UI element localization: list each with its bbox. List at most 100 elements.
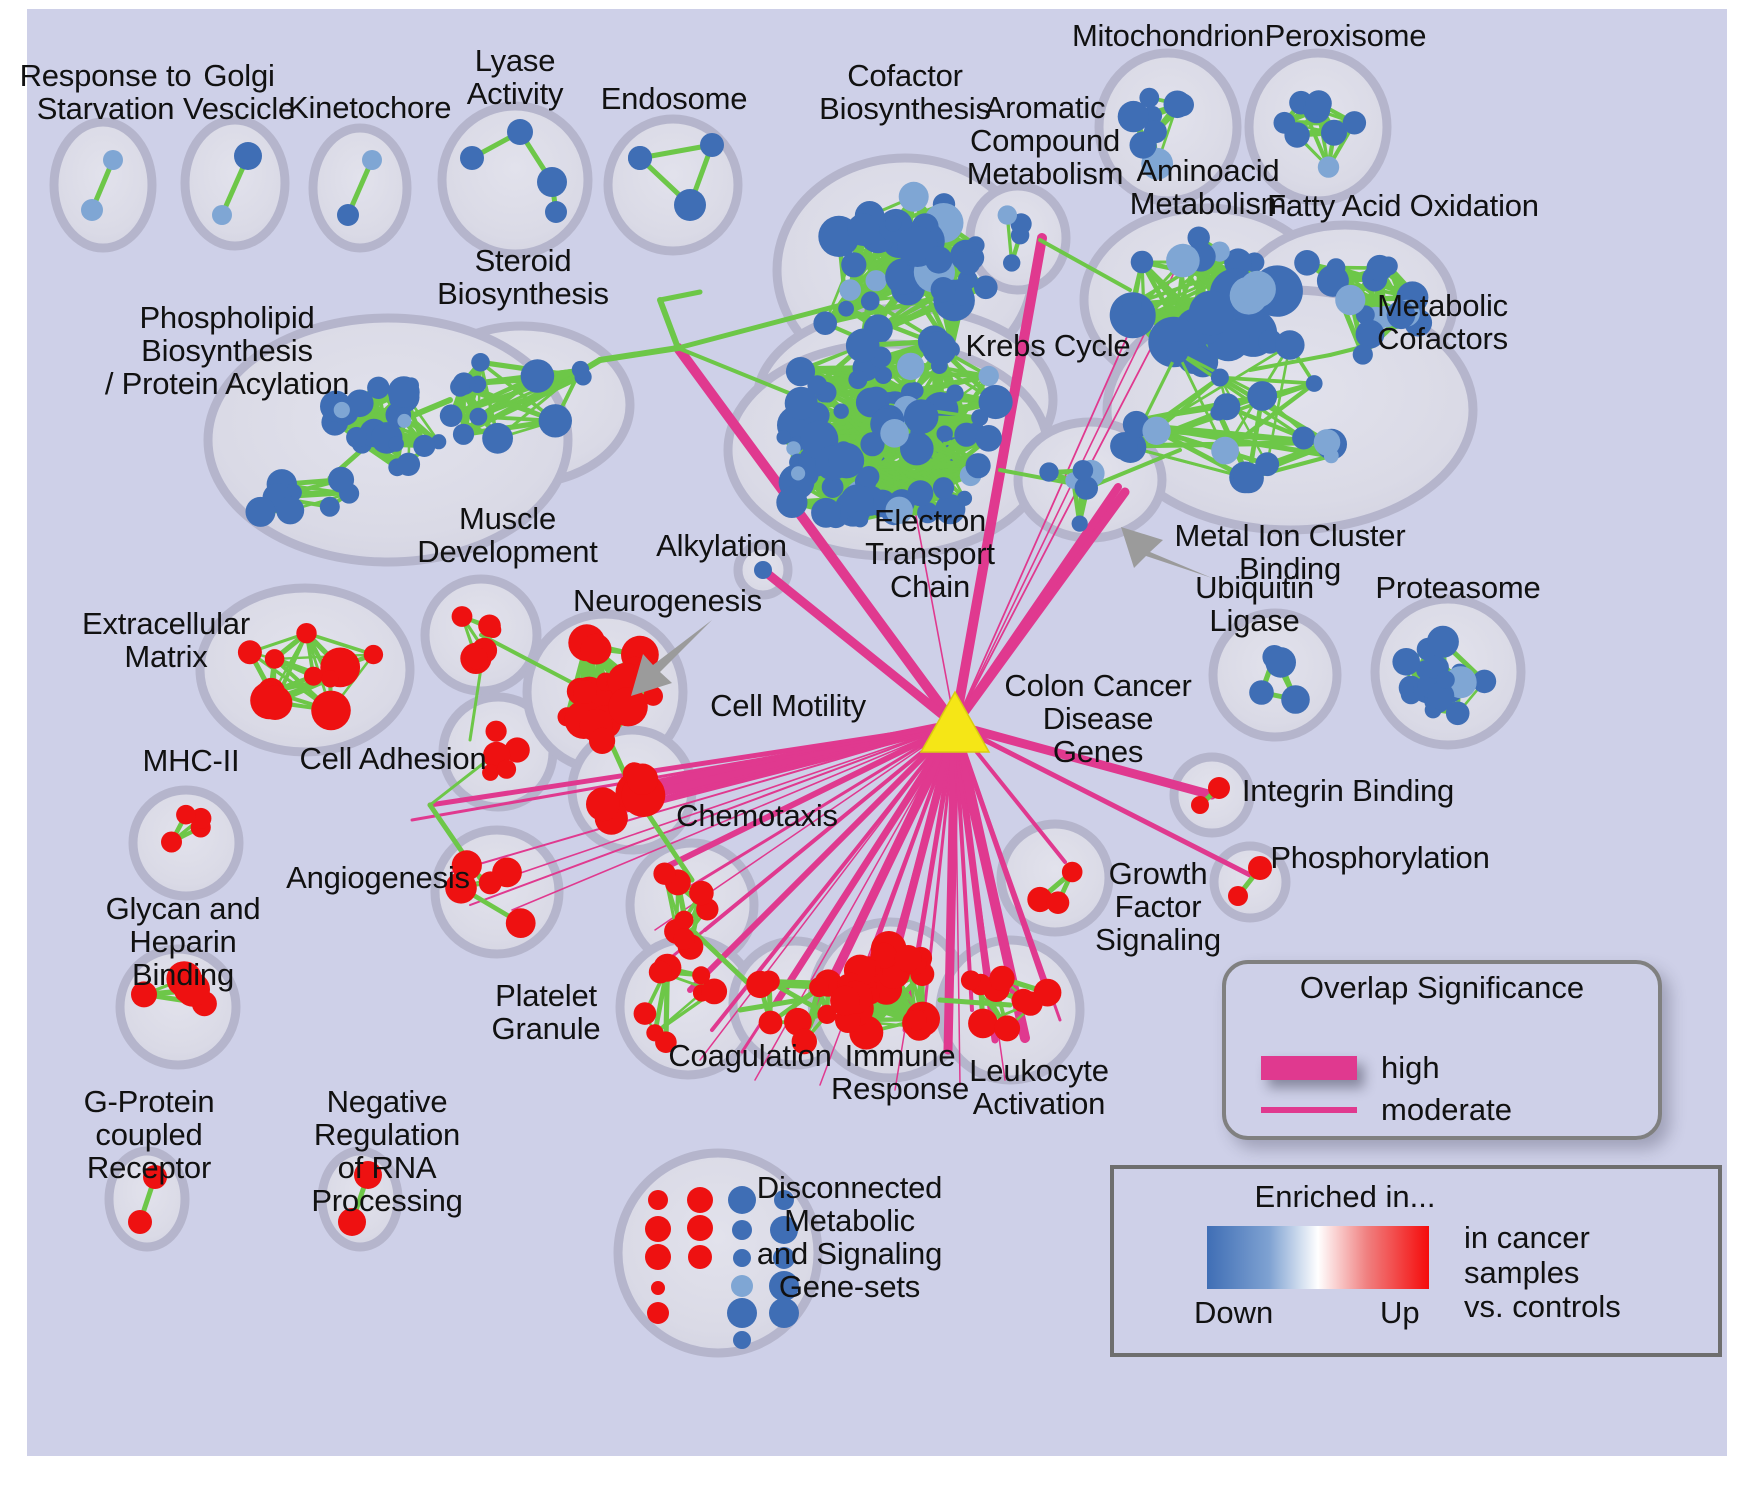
gene-set-node[interactable] (884, 215, 902, 232)
gene-set-node[interactable] (689, 880, 714, 906)
gene-set-node[interactable] (688, 1245, 712, 1269)
gene-set-node[interactable] (955, 250, 981, 275)
gene-set-node[interactable] (450, 377, 470, 397)
gene-set-node[interactable] (728, 1186, 756, 1214)
nodes-angiogenesis[interactable] (445, 850, 536, 938)
gene-set-node[interactable] (922, 331, 957, 366)
gene-set-node[interactable] (1275, 330, 1305, 360)
gene-set-node[interactable] (1208, 777, 1230, 799)
gene-set-node[interactable] (1191, 796, 1209, 814)
gene-set-node[interactable] (387, 376, 420, 408)
gene-set-node[interactable] (328, 466, 355, 493)
gene-set-node[interactable] (478, 614, 501, 638)
gene-set-node[interactable] (1121, 294, 1142, 315)
nodes-mhc-ii[interactable] (161, 804, 212, 853)
gene-set-node[interactable] (1317, 156, 1340, 178)
gene-set-node[interactable] (784, 1007, 812, 1036)
gene-set-node[interactable] (264, 649, 285, 669)
gene-set-node[interactable] (1074, 476, 1099, 500)
gene-set-node[interactable] (471, 353, 490, 372)
gene-set-node[interactable] (1163, 90, 1192, 119)
gene-set-node[interactable] (333, 401, 350, 419)
nodes-kinetochore[interactable] (337, 150, 382, 226)
gene-set-node[interactable] (930, 277, 956, 303)
gene-set-node[interactable] (645, 1216, 671, 1242)
gene-set-node[interactable] (367, 376, 390, 399)
gene-set-node[interactable] (754, 561, 772, 579)
gene-set-node[interactable] (791, 466, 806, 481)
gene-set-node[interactable] (865, 270, 887, 292)
gene-set-node[interactable] (176, 804, 196, 825)
gene-set-node[interactable] (520, 359, 555, 393)
nodes-electron-transport-chain[interactable] (776, 386, 1002, 529)
gene-set-node[interactable] (1294, 249, 1320, 276)
gene-set-node[interactable] (785, 357, 816, 387)
gene-set-node[interactable] (1472, 669, 1497, 694)
nodes-immune-response[interactable] (830, 931, 940, 1050)
nodes-negative-regulation-rna-processing[interactable] (338, 1161, 382, 1236)
gene-set-node[interactable] (894, 945, 922, 972)
gene-set-node[interactable] (451, 606, 473, 627)
nodes-cofactor-biosynthesis[interactable] (813, 181, 998, 358)
gene-set-node[interactable] (839, 279, 861, 301)
gene-set-node[interactable] (628, 146, 652, 170)
gene-set-node[interactable] (907, 480, 934, 507)
nodes-ubiquitin-ligase[interactable] (1249, 645, 1310, 714)
nodes-endosome[interactable] (628, 133, 724, 221)
nodes-disconnected-gene-sets[interactable] (645, 1186, 799, 1349)
gene-set-node[interactable] (1426, 625, 1459, 658)
gene-set-node[interactable] (1166, 341, 1189, 364)
gene-set-node[interactable] (276, 496, 305, 525)
gene-set-node[interactable] (397, 413, 412, 428)
gene-set-node[interactable] (1355, 319, 1385, 349)
gene-set-node[interactable] (946, 384, 964, 402)
gene-set-node[interactable] (245, 496, 276, 527)
nodes-cell-motility[interactable] (586, 762, 666, 835)
gene-set-node[interactable] (633, 1002, 657, 1025)
nodes-platelet-granule[interactable] (633, 953, 728, 1053)
gene-set-node[interactable] (821, 476, 844, 498)
gene-set-node[interactable] (653, 862, 676, 885)
gene-set-node[interactable] (687, 1187, 713, 1213)
gene-set-node[interactable] (388, 436, 404, 452)
gene-set-node[interactable] (885, 496, 913, 524)
gene-set-node[interactable] (807, 375, 828, 395)
gene-set-node[interactable] (1018, 991, 1043, 1016)
nodes-response-to-starvation[interactable] (81, 150, 123, 221)
gene-set-node[interactable] (900, 431, 934, 466)
gene-set-node[interactable] (828, 442, 865, 479)
nodes-chemotaxis[interactable] (653, 862, 719, 960)
gene-set-node[interactable] (646, 1024, 664, 1042)
gene-set-node[interactable] (460, 146, 484, 170)
gene-set-node[interactable] (212, 205, 232, 225)
gene-set-node[interactable] (841, 252, 867, 278)
gene-set-node[interactable] (1248, 856, 1272, 880)
gene-set-node[interactable] (1265, 647, 1296, 678)
gene-set-node[interactable] (1210, 404, 1227, 421)
gene-set-node[interactable] (903, 399, 939, 434)
gene-set-node[interactable] (1117, 100, 1150, 133)
gene-set-node[interactable] (813, 311, 837, 336)
nodes-alkylation[interactable] (754, 561, 772, 579)
nodes-fatty-acid-oxidation[interactable] (1294, 249, 1433, 365)
gene-set-node[interactable] (1445, 701, 1470, 726)
gene-set-node[interactable] (1249, 680, 1274, 705)
gene-set-node[interactable] (586, 787, 620, 822)
gene-set-node[interactable] (452, 423, 475, 445)
gene-set-node[interactable] (848, 370, 868, 390)
gene-set-node[interactable] (917, 502, 939, 524)
gene-set-node[interactable] (1027, 886, 1053, 913)
nodes-golgi-vescicle[interactable] (212, 142, 262, 225)
gene-set-node[interactable] (1187, 226, 1210, 249)
gene-set-node[interactable] (1305, 90, 1332, 117)
gene-set-node[interactable] (445, 872, 477, 904)
gene-set-node[interactable] (1392, 648, 1420, 676)
nodes-phospholipid-biosynthesis[interactable] (320, 376, 447, 477)
gene-set-node[interactable] (1143, 120, 1167, 144)
gene-set-node[interactable] (571, 360, 590, 379)
gene-set-node[interactable] (496, 759, 517, 779)
gene-set-node[interactable] (956, 490, 973, 506)
gene-set-node[interactable] (673, 928, 695, 950)
gene-set-node[interactable] (319, 496, 340, 517)
gene-set-node[interactable] (346, 426, 368, 448)
